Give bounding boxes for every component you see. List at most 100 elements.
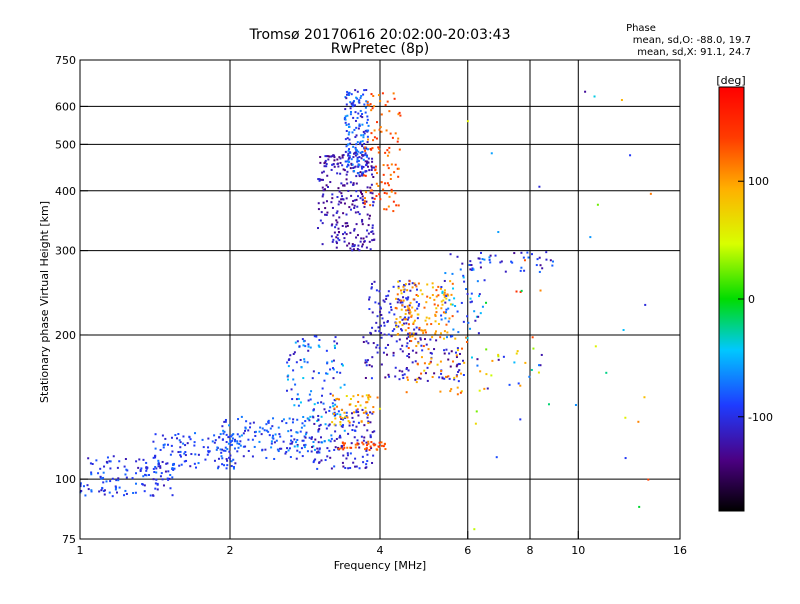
echo-point	[313, 403, 316, 406]
echo-point	[373, 238, 376, 241]
echo-point	[371, 192, 374, 195]
echo-point	[347, 163, 350, 166]
echo-point	[361, 154, 364, 157]
echo-point	[287, 430, 290, 433]
echo-point	[353, 436, 356, 439]
echo-point	[415, 301, 418, 304]
echo-point	[275, 439, 278, 442]
echo-point	[360, 165, 363, 168]
echo-point	[406, 376, 409, 379]
echo-point	[349, 208, 352, 211]
echo-point	[204, 458, 207, 461]
echo-point	[287, 374, 290, 377]
x-tick-label: 8	[527, 544, 534, 557]
echo-point	[435, 307, 438, 310]
echo-point	[540, 353, 543, 356]
echo-point	[353, 229, 356, 232]
echo-point	[392, 285, 395, 288]
echo-point	[348, 131, 351, 134]
echo-point	[329, 368, 332, 371]
echo-point	[377, 146, 380, 149]
echo-point	[265, 423, 268, 426]
echo-point	[539, 364, 542, 367]
echo-point	[157, 463, 160, 466]
echo-point	[321, 243, 324, 246]
echo-point	[318, 345, 321, 348]
echo-point	[223, 464, 226, 467]
echo-point	[500, 260, 503, 263]
echo-point	[90, 471, 93, 474]
echo-point	[361, 174, 364, 177]
echo-point	[366, 160, 369, 163]
echo-point	[461, 347, 464, 350]
echo-point	[340, 201, 343, 204]
echo-point	[383, 208, 386, 211]
echo-point	[402, 377, 405, 380]
echo-point	[364, 466, 367, 469]
echo-point	[185, 459, 188, 462]
echo-point	[474, 422, 477, 425]
echo-point	[340, 192, 343, 195]
echo-point	[384, 346, 387, 349]
echo-point	[287, 449, 290, 452]
echo-point	[415, 332, 418, 335]
echo-point	[423, 369, 426, 372]
echo-point	[445, 295, 448, 298]
echo-point	[111, 477, 114, 480]
echo-point	[406, 298, 409, 301]
echo-point	[407, 369, 410, 372]
echo-point	[170, 436, 173, 439]
echo-point	[109, 467, 112, 470]
echo-point	[362, 158, 365, 161]
echo-point	[483, 258, 486, 261]
echo-point	[361, 140, 364, 143]
echo-point	[340, 198, 343, 201]
echo-point	[350, 412, 353, 415]
echo-point	[460, 390, 463, 393]
echo-point	[479, 370, 482, 373]
echo-point	[152, 478, 155, 481]
echo-point	[237, 446, 240, 449]
echo-point	[369, 248, 372, 251]
echo-point	[349, 167, 352, 170]
echo-point	[378, 407, 381, 410]
echo-point	[308, 393, 311, 396]
y-tick-label: 200	[55, 329, 76, 342]
echo-point	[277, 426, 280, 429]
echo-point	[343, 446, 346, 449]
echo-point	[346, 244, 349, 247]
echo-point	[375, 448, 378, 451]
echo-point	[386, 320, 389, 323]
echo-point	[317, 450, 320, 453]
echo-point	[317, 419, 320, 422]
echo-point	[367, 157, 370, 160]
echo-point	[230, 465, 233, 468]
echo-point	[415, 285, 418, 288]
echo-point	[490, 374, 493, 377]
echo-point	[115, 486, 118, 489]
echo-point	[451, 303, 454, 306]
echo-point	[371, 230, 374, 233]
echo-point	[183, 452, 186, 455]
echo-point	[349, 101, 352, 104]
echo-point	[414, 378, 417, 381]
echo-point	[345, 145, 348, 148]
echo-point	[237, 418, 240, 421]
echo-point	[105, 460, 108, 463]
echo-point	[360, 191, 363, 194]
echo-point	[213, 434, 216, 437]
echo-point	[403, 288, 406, 291]
echo-point	[363, 424, 366, 427]
echo-point	[398, 148, 401, 151]
echo-point	[338, 156, 341, 159]
echo-point	[356, 408, 359, 411]
echo-point	[344, 118, 347, 121]
echo-point	[421, 349, 424, 352]
echo-point	[462, 274, 465, 277]
echo-point	[369, 204, 372, 207]
echo-point	[527, 256, 530, 259]
echo-point	[165, 462, 168, 465]
echo-point	[332, 368, 335, 371]
echo-point	[463, 280, 466, 283]
colorbar-tick-label: 0	[748, 293, 755, 306]
